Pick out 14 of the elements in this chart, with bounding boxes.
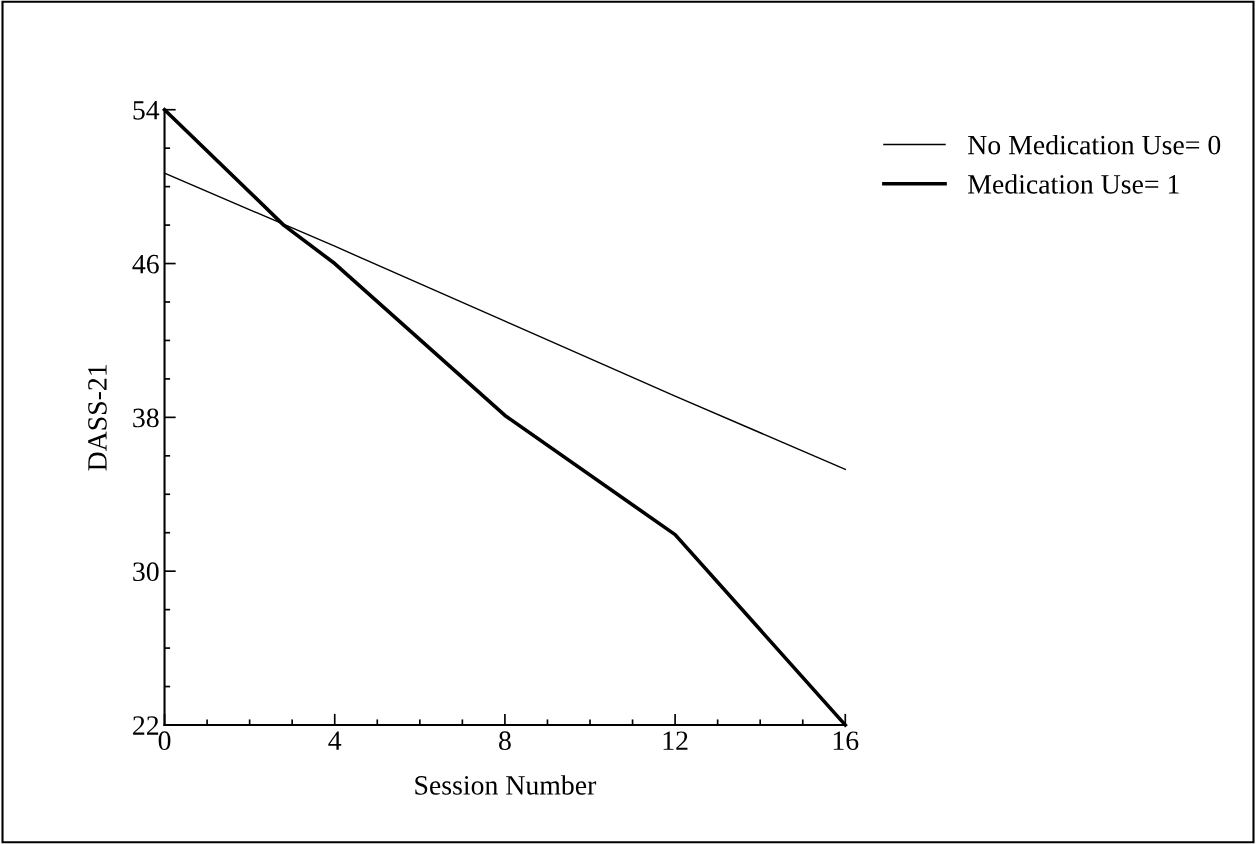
y-tick-label: 38 xyxy=(133,408,159,428)
legend-label: Medication Use= 1 xyxy=(968,174,1179,194)
x-tick-label: 12 xyxy=(663,731,688,750)
x-tick-label: 16 xyxy=(833,731,859,751)
x-tick-label: 4 xyxy=(328,731,342,750)
y-tick-label: 54 xyxy=(133,101,160,120)
y-tick-label: 46 xyxy=(132,254,159,274)
y-tick-label: 30 xyxy=(133,562,159,582)
x-tick-label: 8 xyxy=(499,731,511,751)
x-tick-label: 0 xyxy=(158,731,171,751)
y-tick-label: 22 xyxy=(133,716,159,735)
legend-label: No Medication Use= 0 xyxy=(968,134,1221,155)
x-axis-title: Session Number xyxy=(415,775,597,795)
y-axis-title: DASS-21 xyxy=(88,365,107,471)
